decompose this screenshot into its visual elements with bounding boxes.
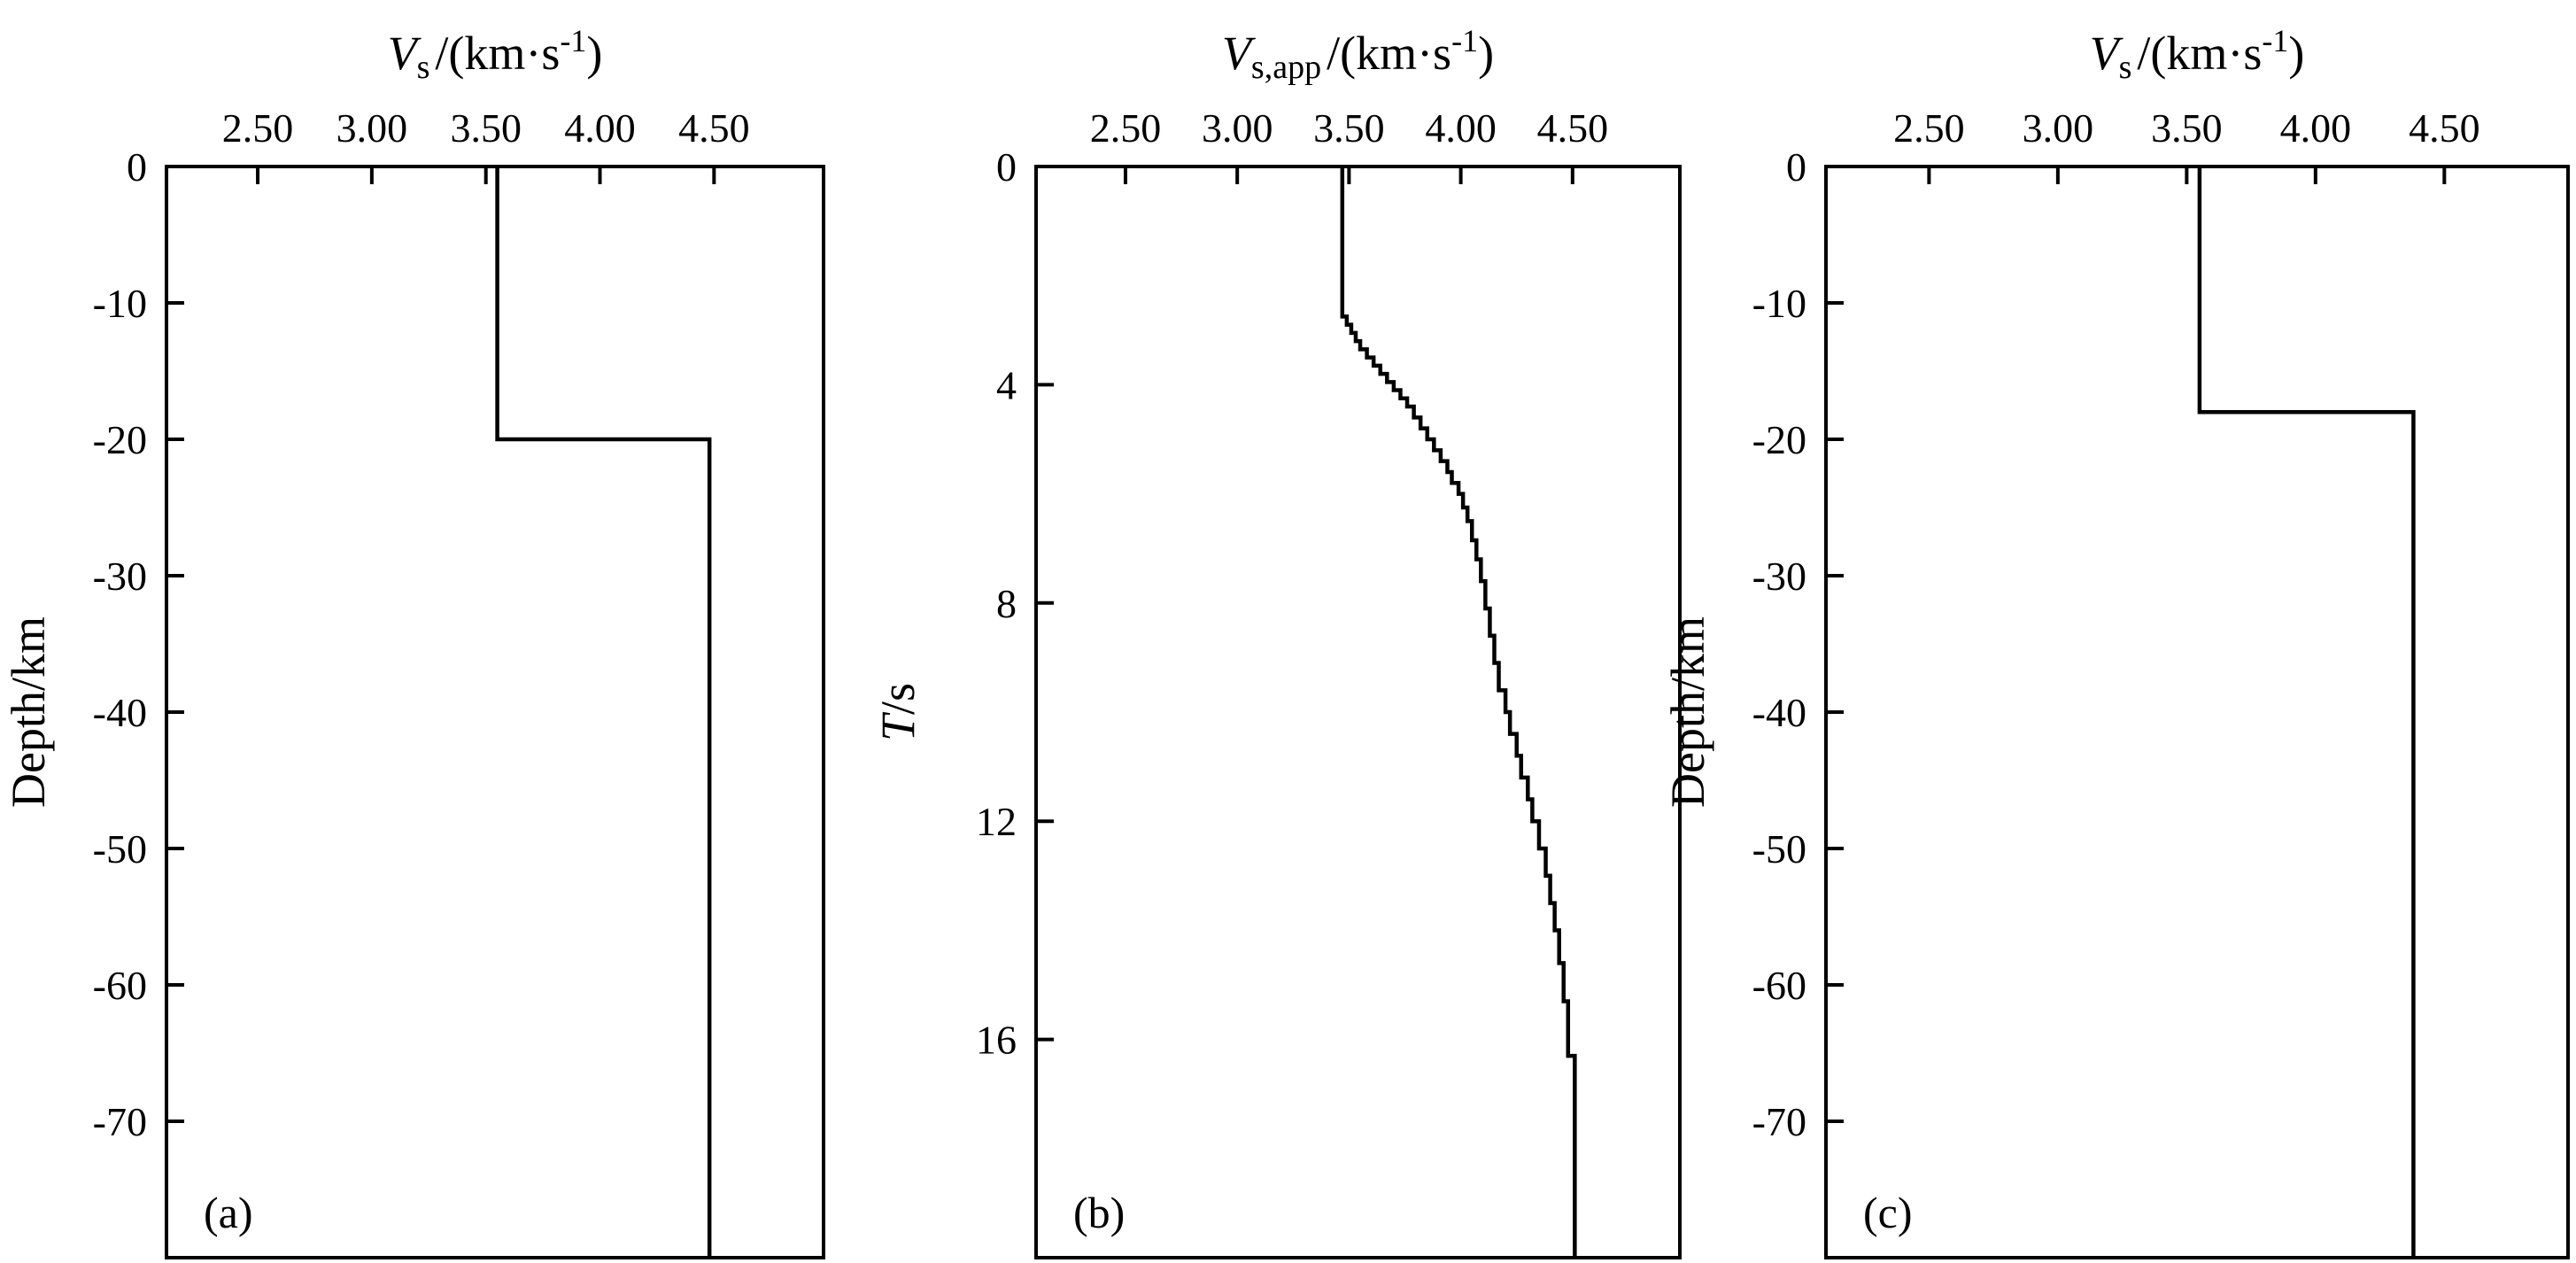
- y-tick-label: -50: [93, 826, 147, 872]
- x-tick-label: 3.00: [337, 105, 408, 151]
- velocity-curve: [1340, 167, 1577, 1258]
- y-axis-title: T/s: [871, 683, 924, 741]
- y-tick-label: -40: [93, 690, 147, 735]
- x-tick-label: 4.00: [564, 105, 636, 151]
- y-tick-label: 8: [996, 581, 1017, 626]
- plot-frame: [1824, 165, 2570, 1259]
- y-tick-label: -50: [1752, 826, 1806, 872]
- y-tick-label: -60: [1752, 963, 1806, 1008]
- x-tick-label: 3.50: [1313, 105, 1385, 151]
- x-tick-label: 3.00: [2023, 105, 2094, 151]
- x-tick-label: 3.00: [1202, 105, 1273, 151]
- panel-label: (c): [1863, 1188, 1913, 1237]
- x-tick-label: 3.50: [450, 105, 522, 151]
- x-tick-label: 2.50: [1090, 105, 1162, 151]
- y-tick-label: 16: [976, 1018, 1017, 1063]
- x-axis-title: Vs,app/(km·s-1): [1222, 23, 1494, 86]
- x-tick-label: 4.00: [2280, 105, 2352, 151]
- y-tick-label: -10: [1752, 281, 1806, 326]
- x-tick-label: 2.50: [1893, 105, 1965, 151]
- velocity-curve: [2197, 167, 2416, 1258]
- chart-panel-3: 2.50 3.00 3.50 4.00 4.50 0 -10 -20 -30 -40 -50 -60 -…: [1661, 23, 2570, 1259]
- y-axis-title: Depth/km: [1661, 616, 1714, 808]
- y-tick-label: -70: [93, 1099, 147, 1144]
- x-axis-title: Vs/(km·s-1): [388, 23, 603, 86]
- y-axis-title: Depth/km: [2, 616, 55, 808]
- panel-label: (b): [1073, 1188, 1125, 1237]
- y-tick-label: -30: [93, 554, 147, 599]
- y-tick-label: -20: [93, 417, 147, 462]
- velocity-curve: [495, 167, 712, 1258]
- x-axis-title: Vs/(km·s-1): [2090, 23, 2305, 86]
- x-tick-label: 4.50: [678, 105, 750, 151]
- y-tick-label: -60: [93, 963, 147, 1008]
- y-tick-label: 4: [996, 362, 1017, 407]
- chart-panel-2: 2.50 3.00 3.50 4.00 4.50 0 4 8 12 16 Vs,app/(km·s-…: [871, 23, 1682, 1259]
- y-tick-label: -30: [1752, 554, 1806, 599]
- y-tick-label: -10: [93, 281, 147, 326]
- chart-panel-1: 2.50 3.00 3.50 4.00 4.50 0 -10 -20 -30 -40 -50 -60 -…: [2, 23, 825, 1259]
- plot-frame: [165, 165, 825, 1259]
- y-tick-label: 0: [996, 144, 1017, 190]
- y-tick-label: 12: [976, 799, 1017, 844]
- y-tick-label: -20: [1752, 417, 1806, 462]
- x-tick-label: 4.00: [1425, 105, 1497, 151]
- x-tick-label: 4.50: [2409, 105, 2480, 151]
- x-tick-label: 4.50: [1537, 105, 1609, 151]
- plot-frame: [1034, 165, 1682, 1259]
- panel-label: (a): [204, 1188, 253, 1237]
- y-tick-label: 0: [127, 144, 147, 190]
- x-tick-label: 2.50: [222, 105, 294, 151]
- y-tick-label: 0: [1786, 144, 1806, 190]
- x-tick-label: 3.50: [2151, 105, 2223, 151]
- y-tick-label: -40: [1752, 690, 1806, 735]
- y-tick-label: -70: [1752, 1099, 1806, 1144]
